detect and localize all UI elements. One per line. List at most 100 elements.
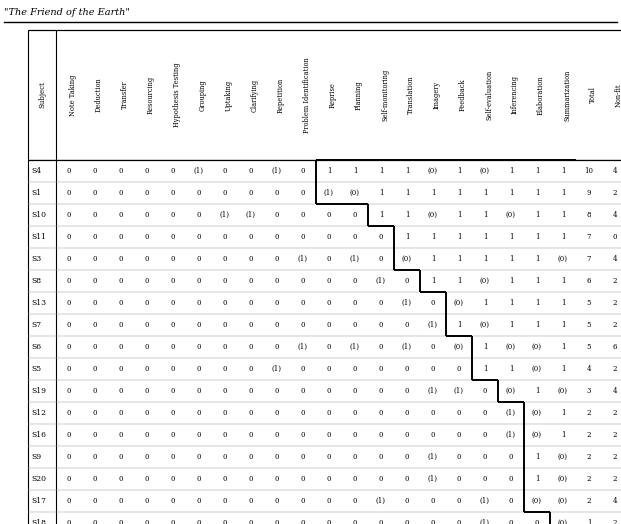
Text: (0): (0)	[506, 343, 516, 351]
Text: Transfer: Transfer	[121, 81, 129, 110]
Text: 0: 0	[197, 255, 201, 263]
Text: 0: 0	[379, 365, 383, 373]
Text: 0: 0	[431, 497, 435, 505]
Text: 1: 1	[561, 365, 565, 373]
Text: 0: 0	[327, 387, 331, 395]
Text: 0: 0	[119, 277, 123, 285]
Text: 0: 0	[171, 431, 175, 439]
Text: 5: 5	[587, 321, 591, 329]
Text: 0: 0	[483, 453, 487, 461]
Text: 0: 0	[119, 255, 123, 263]
Text: 0: 0	[405, 497, 409, 505]
Text: 0: 0	[353, 519, 357, 524]
Text: 0: 0	[431, 365, 435, 373]
Text: 2: 2	[613, 299, 617, 307]
Text: 0: 0	[145, 233, 149, 241]
Text: 1: 1	[587, 519, 591, 524]
Text: 0: 0	[93, 409, 97, 417]
Text: 0: 0	[301, 233, 306, 241]
Text: 2: 2	[587, 497, 591, 505]
Text: 0: 0	[93, 387, 97, 395]
Text: 0: 0	[197, 497, 201, 505]
Text: 7: 7	[587, 233, 591, 241]
Text: 0: 0	[379, 431, 383, 439]
Text: S18: S18	[31, 519, 46, 524]
Text: 1: 1	[457, 277, 461, 285]
Text: 1: 1	[405, 233, 409, 241]
Text: 2: 2	[613, 431, 617, 439]
Text: 0: 0	[327, 409, 331, 417]
Text: 0: 0	[613, 233, 617, 241]
Text: 1: 1	[405, 167, 409, 175]
Text: 0: 0	[66, 475, 71, 483]
Text: 0: 0	[274, 233, 279, 241]
Text: 0: 0	[145, 277, 149, 285]
Text: 1: 1	[327, 167, 331, 175]
Text: (0): (0)	[454, 299, 464, 307]
Text: 0: 0	[93, 299, 97, 307]
Text: 0: 0	[223, 167, 227, 175]
Text: 1: 1	[561, 431, 565, 439]
Text: 0: 0	[457, 409, 461, 417]
Text: 1: 1	[483, 365, 487, 373]
Text: 0: 0	[405, 431, 409, 439]
Text: 0: 0	[145, 497, 149, 505]
Text: 0: 0	[93, 211, 97, 219]
Text: 0: 0	[457, 497, 461, 505]
Text: 1: 1	[509, 321, 513, 329]
Text: 0: 0	[327, 211, 331, 219]
Text: 0: 0	[93, 343, 97, 351]
Text: 0: 0	[66, 167, 71, 175]
Text: 0: 0	[301, 167, 306, 175]
Text: 0: 0	[171, 343, 175, 351]
Text: 1: 1	[535, 211, 539, 219]
Text: S1: S1	[31, 189, 41, 197]
Text: 1: 1	[431, 233, 435, 241]
Text: 0: 0	[66, 519, 71, 524]
Text: (0): (0)	[558, 255, 568, 263]
Text: 0: 0	[274, 497, 279, 505]
Text: 0: 0	[327, 277, 331, 285]
Text: S9: S9	[31, 453, 41, 461]
Text: 1: 1	[379, 189, 383, 197]
Text: 1: 1	[509, 233, 513, 241]
Text: 0: 0	[223, 497, 227, 505]
Text: 0: 0	[119, 409, 123, 417]
Text: (1): (1)	[272, 167, 282, 175]
Text: 5: 5	[587, 299, 591, 307]
Text: 0: 0	[274, 255, 279, 263]
Text: 1: 1	[457, 211, 461, 219]
Text: 0: 0	[66, 255, 71, 263]
Text: 0: 0	[66, 453, 71, 461]
Text: 0: 0	[405, 387, 409, 395]
Text: 4: 4	[613, 497, 617, 505]
Text: 0: 0	[223, 255, 227, 263]
Text: 2: 2	[613, 189, 617, 197]
Text: 0: 0	[171, 189, 175, 197]
Text: 0: 0	[301, 189, 306, 197]
Text: S17: S17	[31, 497, 46, 505]
Text: 0: 0	[171, 453, 175, 461]
Text: 0: 0	[223, 453, 227, 461]
Text: 0: 0	[327, 343, 331, 351]
Text: 0: 0	[457, 431, 461, 439]
Text: 0: 0	[274, 343, 279, 351]
Text: 0: 0	[171, 387, 175, 395]
Text: 0: 0	[223, 321, 227, 329]
Text: 2: 2	[587, 431, 591, 439]
Text: 0: 0	[66, 497, 71, 505]
Text: (1): (1)	[428, 453, 438, 461]
Text: 1: 1	[405, 211, 409, 219]
Text: 0: 0	[66, 321, 71, 329]
Text: (0): (0)	[454, 343, 464, 351]
Text: 1: 1	[535, 167, 539, 175]
Text: 0: 0	[301, 453, 306, 461]
Text: 2: 2	[587, 475, 591, 483]
Text: 0: 0	[353, 431, 357, 439]
Text: 2: 2	[613, 453, 617, 461]
Text: 6: 6	[587, 277, 591, 285]
Text: 1: 1	[535, 255, 539, 263]
Text: 0: 0	[301, 519, 306, 524]
Text: 0: 0	[223, 189, 227, 197]
Text: S5: S5	[31, 365, 41, 373]
